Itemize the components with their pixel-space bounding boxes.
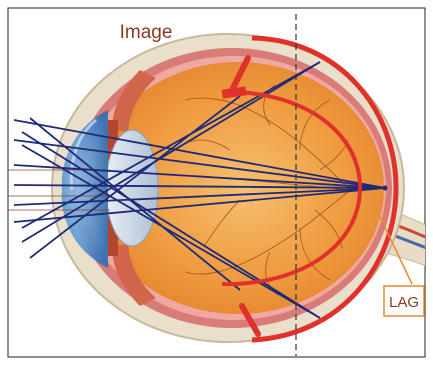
iris-top: [108, 120, 118, 160]
diagram-title: Image: [120, 22, 173, 43]
image-surface-arc: [251, 35, 399, 343]
ciliary-body-top: [112, 70, 156, 132]
lag-label: LAG: [389, 294, 419, 311]
light-rays: [13, 61, 386, 319]
lag-leader-line: [371, 199, 413, 285]
image-marker-bottom: [239, 303, 261, 337]
lag-label-box: [383, 285, 425, 317]
cornea: [61, 110, 108, 268]
image-marker-inner-top: [221, 86, 247, 99]
focal-point: [382, 185, 388, 191]
lens: [105, 129, 159, 247]
vitreous-body: [92, 62, 384, 314]
ciliary-body-bottom: [112, 244, 156, 306]
image-curve-inner: [221, 89, 363, 287]
iris-bottom: [108, 216, 118, 256]
image-marker-top: [229, 55, 251, 93]
